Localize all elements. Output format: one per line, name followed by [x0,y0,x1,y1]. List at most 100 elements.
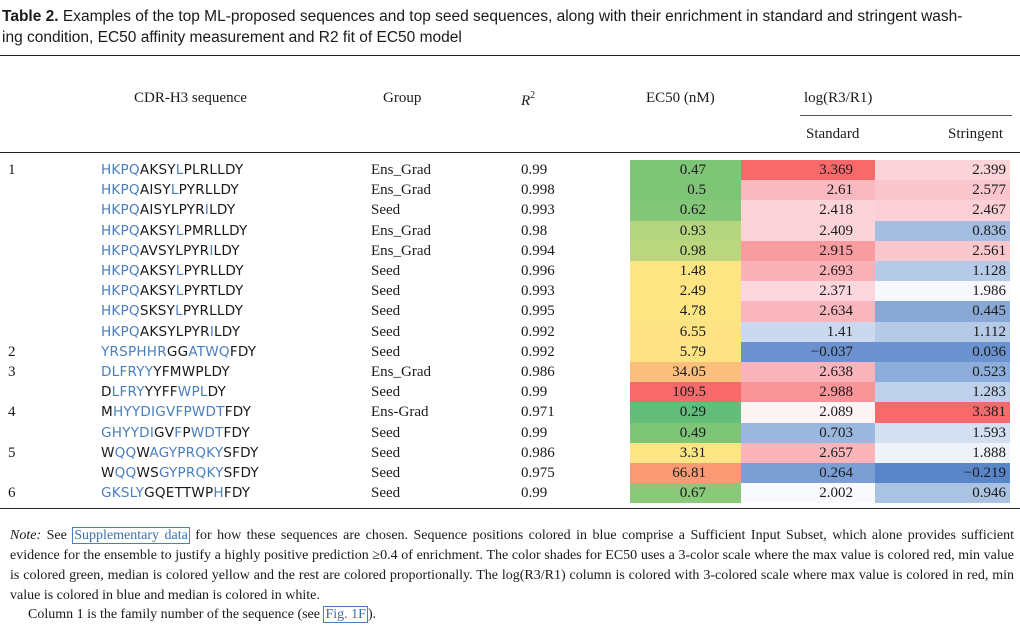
sequence-residues: FDY [224,404,252,421]
standard-cell: 2.371 [741,281,875,302]
sis-residues: L [175,283,184,300]
standard-cell: 0.264 [741,463,875,484]
ec50-cell: 109.5 [630,382,741,403]
group-cell: Seed [371,465,401,481]
sis-residues: L [175,162,184,178]
sequence-residues: GG [166,343,189,360]
stringent-cell: 3.381 [875,402,1010,423]
sis-residues: HKPQ [101,303,140,320]
sequence-residues: D [101,384,112,401]
cdr-h3-sequence: HKPQAVSYLPYRILDY [101,241,240,261]
sis-residues: WPL [177,384,208,401]
sis-residues: F [174,424,183,441]
header-r2-base: R [521,93,531,109]
sequence-residues: GQETTWP [144,485,214,502]
family-number: 1 [8,162,16,178]
sequence-residues: PYRLLDY [182,303,244,320]
sequence-residues: AKSY [139,263,176,279]
top-rule [0,55,1020,56]
sis-residues: HYYDIGVFPWDT [112,404,225,421]
sequence-residues: AKSY [139,222,176,239]
sis-residues: HKPQ [101,263,140,279]
group-cell: Seed [371,323,401,340]
header-seq: CDR-H3 sequence [134,90,247,106]
sis-residues: HKPQ [101,242,140,259]
sequence-residues: AKSYLPYR [139,323,210,340]
ec50-cell: 1.48 [630,261,741,282]
sis-residues: I [209,242,214,259]
stringent-cell: 2.561 [875,240,1010,261]
cdr-h3-sequence: HKPQAISYLPYRLLDY [101,180,239,200]
table-note: Note: See Supplementary data for how the… [10,526,1014,606]
cdr-h3-sequence: HKPQAKSYLPYRILDY [101,322,240,342]
caption-text-1: Examples of the top ML-proposed sequence… [58,8,963,25]
sis-residues: YRSPHHR [101,343,167,360]
standard-cell: 2.693 [741,261,875,282]
table-caption: Table 2. Examples of the top ML-proposed… [2,6,1014,48]
r2-cell: 0.99 [521,162,548,178]
sequence-residues: YFMWPLDY [153,364,230,380]
cdr-h3-sequence: GHYYDIGVFPWDTFDY [101,423,250,443]
header-log: log(R3/R1) [804,90,873,106]
stringent-cell: 1.283 [875,382,1010,403]
cdr-h3-sequence: HKPQSKSYLPYRLLDY [101,301,243,321]
standard-cell: 2.634 [741,301,875,322]
table-row: 3 DLFRYYYFMWPLDY Ens_Grad 0.986 34.05 2.638 0.… [0,362,1020,383]
sequence-residues: AVSYLPYR [139,242,210,259]
table-row: WQQWSGYPRQKYSFDY Seed 0.975 66.81 0.264 −0.21… [0,463,1020,484]
stringent-cell: 1.986 [875,281,1010,302]
sis-residues: QQ [114,465,137,481]
ec50-cell: 34.05 [630,362,741,383]
sis-residues: I [204,202,210,219]
standard-cell: 2.915 [741,240,875,261]
stringent-cell: 0.445 [875,301,1010,322]
sis-residues: HKPQ [101,222,140,239]
sis-residues: HKPQ [101,182,140,199]
note-label: Note: [10,528,42,543]
sis-residues: ATWQ [188,343,230,360]
sequence-residues: FDY [229,343,257,360]
sequence-residues: GV [154,424,175,441]
table-row: 4 MHYYDIGVFPWDTFDY Ens-Grad 0.971 0.29 2.089 3… [0,402,1020,423]
table-row: HKPQAKSYLPMRLLDY Ens_Grad 0.98 0.93 2.409 0.8… [0,220,1020,241]
ec50-cell: 0.5 [630,180,741,201]
standard-cell: 2.409 [741,220,875,241]
standard-cell: 2.418 [741,200,875,221]
caption-text-2: ing condition, EC50 affinity measurement… [2,29,462,46]
bottom-rule [0,508,1020,509]
sis-residues: L [175,222,184,239]
r2-cell: 0.993 [521,283,555,300]
r2-cell: 0.986 [521,444,555,461]
group-cell: Seed [371,263,401,279]
sequence-residues: PYRLLDY [178,182,239,199]
r2-cell: 0.995 [521,303,555,320]
sequence-residues: LDY [209,202,236,219]
ec50-cell: 0.93 [630,220,741,241]
supplementary-data-link[interactable]: Supplementary data [72,527,190,544]
standard-cell: 2.657 [741,442,875,463]
r2-cell: 0.993 [521,202,555,219]
stringent-cell: 1.593 [875,422,1010,443]
sis-residues: HKPQ [101,162,140,178]
sequence-residues: WS [136,465,159,481]
ec50-cell: 4.78 [630,301,741,322]
stringent-cell: 0.036 [875,341,1010,362]
sequence-residues: W [136,444,150,461]
standard-cell: 2.61 [741,180,875,201]
ec50-cell: 0.47 [630,160,741,181]
cdr-h3-sequence: DLFRYYYFMWPLDY [101,362,230,382]
stringent-cell: −0.219 [875,463,1010,484]
r2-cell: 0.992 [521,323,555,340]
fig-1f-link[interactable]: Fig. 1F [323,606,368,623]
sequence-residues: LDY [214,323,241,340]
sequence-residues: P [182,424,191,441]
stringent-cell: 0.836 [875,220,1010,241]
sis-residues: L [170,182,179,199]
group-cell: Seed [371,303,401,320]
standard-cell: 0.703 [741,422,875,443]
ec50-cell: 2.49 [630,281,741,302]
sequence-residues: PMRLLDY [183,222,248,239]
table-row: HKPQAISYLPYRLLDY Ens_Grad 0.998 0.5 2.61 2.57… [0,180,1020,201]
header-r2: R2 [521,90,535,110]
sequence-residues: PLRLLDY [183,162,244,178]
